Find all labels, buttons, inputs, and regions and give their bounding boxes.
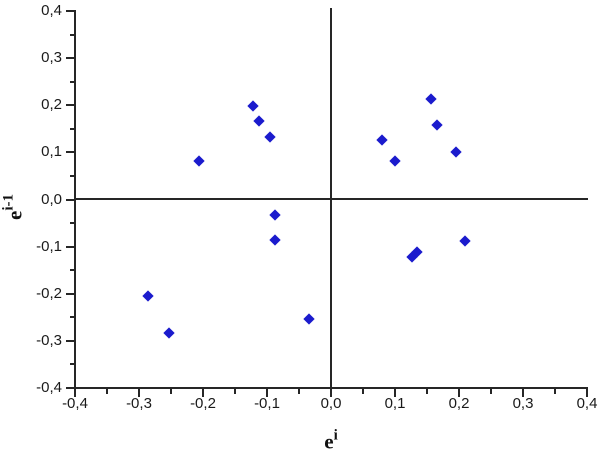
y-tick-label: 0,2 <box>41 96 62 114</box>
data-point <box>425 93 438 105</box>
y-minor-tick <box>70 127 75 130</box>
data-point <box>253 115 265 127</box>
x-major-tick <box>138 389 140 397</box>
y-major-tick <box>66 104 75 107</box>
zero-horizontal-line <box>75 198 588 200</box>
x-tick-label: -0,2 <box>190 395 216 412</box>
data-point <box>431 119 443 131</box>
y-major-tick <box>66 339 75 342</box>
x-axis-title-base: e <box>324 429 334 454</box>
y-major-tick <box>66 57 75 60</box>
y-tick-label: 0,4 <box>41 2 62 19</box>
y-minor-tick <box>70 363 75 366</box>
x-major-tick <box>202 389 204 397</box>
x-major-tick <box>522 389 524 397</box>
y-tick-label: 0,0 <box>41 190 62 208</box>
x-tick-label: 0,2 <box>448 395 470 412</box>
x-major-tick <box>394 389 396 397</box>
data-point <box>142 290 154 302</box>
x-minor-tick <box>298 389 300 394</box>
x-tick-label: -0,1 <box>254 395 280 412</box>
x-minor-tick <box>490 389 492 394</box>
x-tick-label: 0,4 <box>576 395 598 412</box>
data-point <box>247 100 259 112</box>
x-major-tick <box>458 389 460 397</box>
data-point <box>163 327 175 339</box>
data-point <box>269 209 281 221</box>
y-tick-label: -0,4 <box>36 379 62 396</box>
y-tick-label: -0,2 <box>36 284 62 302</box>
x-minor-tick <box>426 389 428 394</box>
y-major-tick <box>66 10 75 12</box>
y-tick-label: -0,1 <box>36 237 62 255</box>
x-major-tick <box>586 389 588 397</box>
y-minor-tick <box>70 269 75 272</box>
x-minor-tick <box>106 389 108 394</box>
data-point <box>450 146 463 159</box>
x-major-tick <box>266 389 268 397</box>
x-minor-tick <box>234 389 236 394</box>
x-minor-tick <box>554 389 556 394</box>
x-major-tick <box>330 389 332 397</box>
x-tick-label: 0,0 <box>320 395 342 412</box>
y-major-tick <box>66 292 75 295</box>
x-major-tick <box>74 389 76 397</box>
y-tick-label: -0,3 <box>36 331 62 349</box>
data-point <box>389 155 401 167</box>
data-point <box>269 234 281 246</box>
x-tick-label: -0,3 <box>126 395 152 412</box>
x-tick-label: -0,4 <box>62 395 88 412</box>
y-minor-tick <box>70 80 75 83</box>
x-axis-title: ei <box>324 427 338 454</box>
data-point <box>263 131 276 143</box>
y-minor-tick <box>70 174 75 177</box>
x-minor-tick <box>362 389 364 394</box>
data-point <box>192 155 205 167</box>
data-point <box>459 235 472 248</box>
y-major-tick <box>66 387 75 389</box>
y-axis-title: ei-1 <box>0 194 27 220</box>
y-axis-title-superscript: i-1 <box>0 194 17 211</box>
y-minor-tick <box>70 222 75 225</box>
y-axis-title-base: e <box>2 210 27 220</box>
x-minor-tick <box>170 389 172 394</box>
y-tick-label: 0,3 <box>41 49 62 67</box>
y-major-tick <box>66 151 75 154</box>
y-major-tick <box>66 245 75 248</box>
x-axis-title-superscript: i <box>333 427 338 444</box>
x-tick-label: 0,3 <box>512 395 534 412</box>
y-major-tick <box>66 198 75 201</box>
y-tick-label: 0,1 <box>41 143 62 161</box>
data-point <box>375 133 388 146</box>
y-minor-tick <box>70 316 75 319</box>
y-minor-tick <box>70 33 75 36</box>
x-tick-label: 0,1 <box>384 395 406 412</box>
data-point <box>303 313 315 325</box>
